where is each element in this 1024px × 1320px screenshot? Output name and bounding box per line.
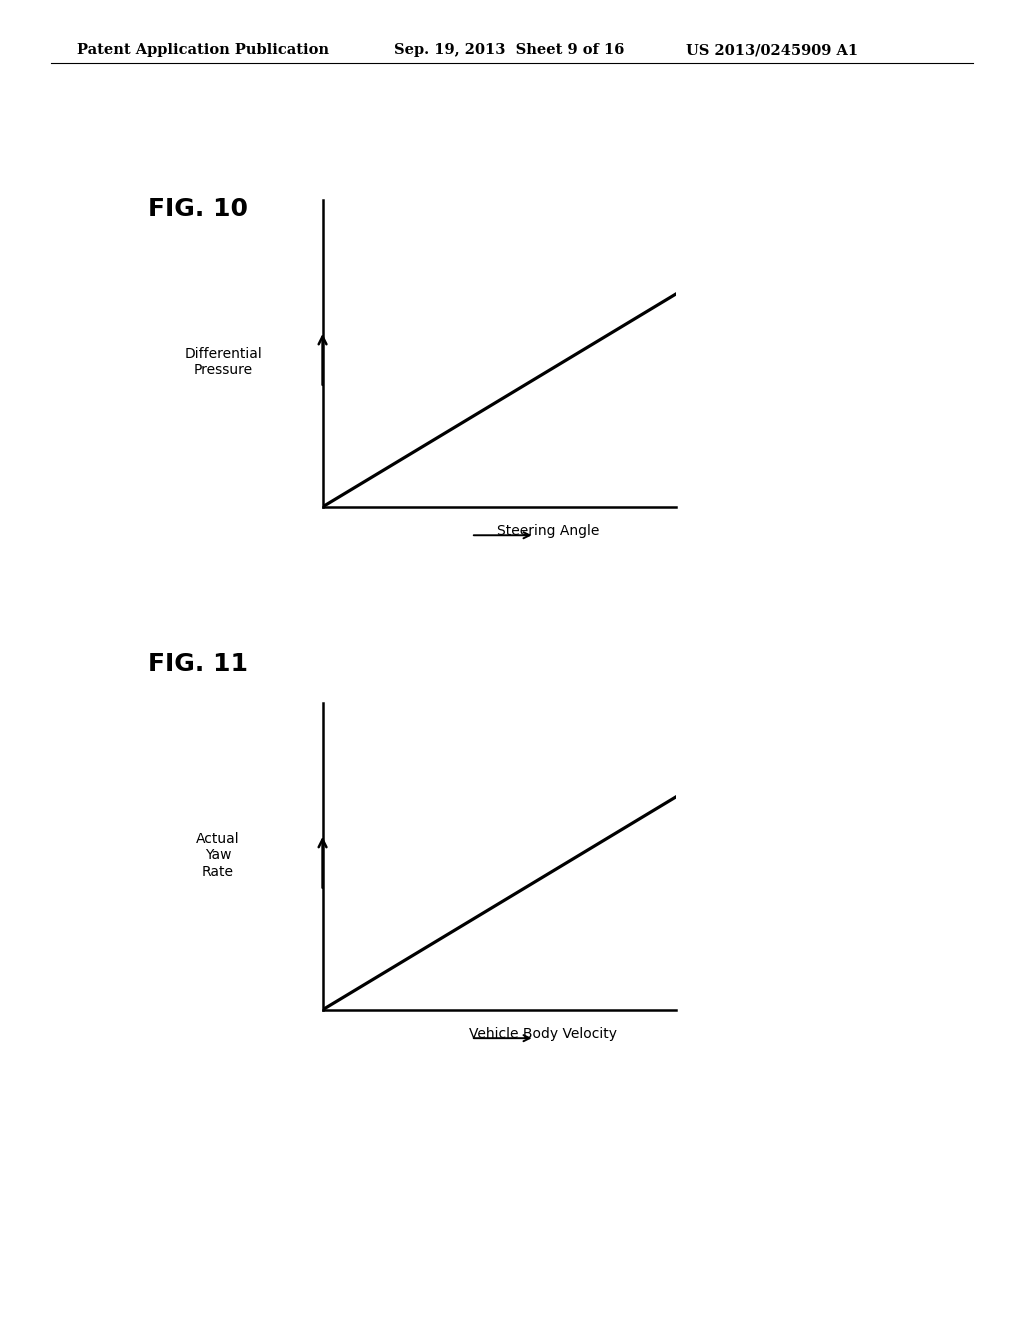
Text: FIG. 11: FIG. 11 bbox=[148, 652, 249, 676]
Text: Differential
Pressure: Differential Pressure bbox=[184, 347, 262, 376]
Text: US 2013/0245909 A1: US 2013/0245909 A1 bbox=[686, 44, 858, 57]
Text: Sep. 19, 2013  Sheet 9 of 16: Sep. 19, 2013 Sheet 9 of 16 bbox=[394, 44, 625, 57]
Text: Patent Application Publication: Patent Application Publication bbox=[77, 44, 329, 57]
Text: FIG. 10: FIG. 10 bbox=[148, 197, 249, 220]
Text: Vehicle Body Velocity: Vehicle Body Velocity bbox=[469, 1027, 616, 1040]
Text: Actual
Yaw
Rate: Actual Yaw Rate bbox=[197, 832, 240, 879]
Text: Steering Angle: Steering Angle bbox=[497, 524, 599, 537]
